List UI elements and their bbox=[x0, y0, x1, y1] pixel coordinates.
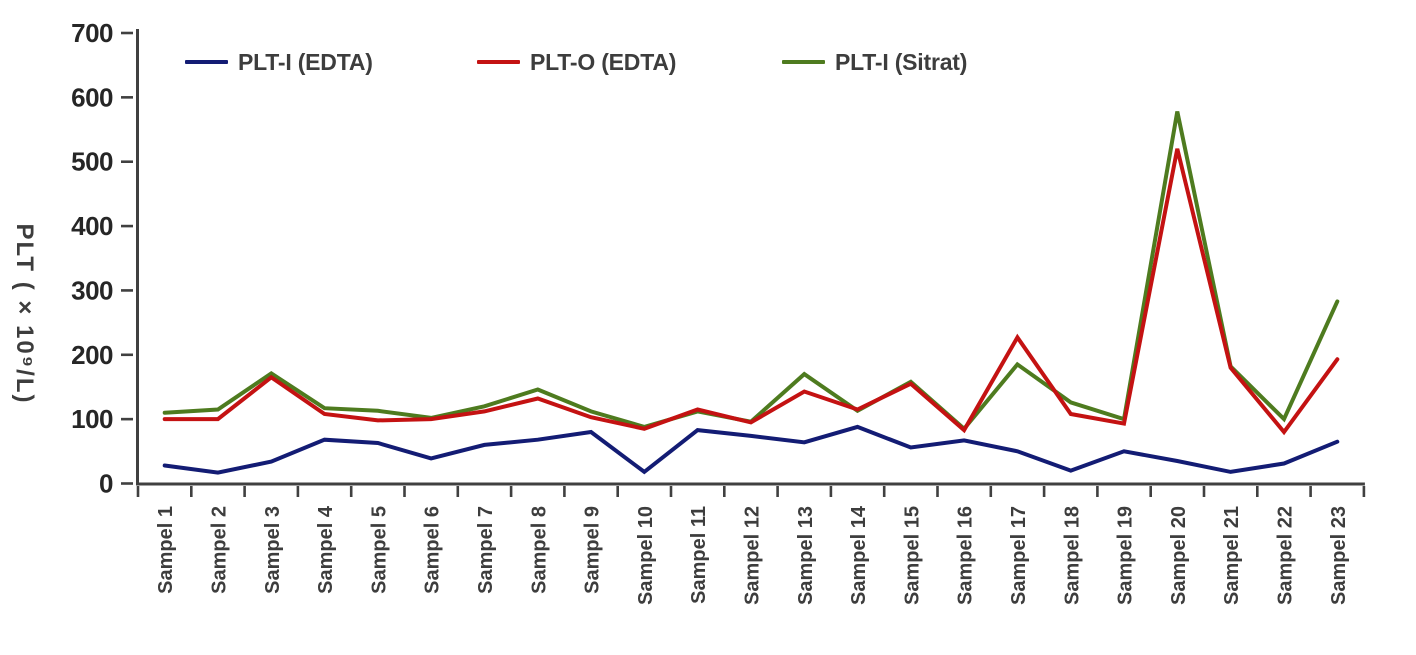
x-tick-label: Sampel 12 bbox=[741, 506, 763, 605]
y-axis-title: PLT ( × 10⁹/L) bbox=[11, 223, 38, 405]
legend-label-plt-i-sitrat: PLT-I (Sitrat) bbox=[835, 48, 968, 75]
series-line-plt-i-edta bbox=[162, 424, 1340, 475]
y-tick-label: 400 bbox=[71, 211, 113, 241]
x-tick-label: Sampel 1 bbox=[155, 506, 177, 594]
series-line-plt-o-edta bbox=[162, 148, 1340, 436]
x-tick-label: Sampel 11 bbox=[688, 506, 710, 604]
x-tick-label: Sampel 10 bbox=[635, 506, 657, 605]
y-tick-label: 0 bbox=[99, 469, 113, 499]
x-tick-label: Sampel 7 bbox=[475, 506, 497, 594]
legend-swatch-plt-o-edta bbox=[477, 60, 520, 64]
x-tick-label: Sampel 13 bbox=[795, 506, 817, 605]
series-line-plt-i-sitrat bbox=[162, 111, 1340, 432]
x-tick-label: Sampel 22 bbox=[1274, 506, 1296, 605]
legend-item-plt-i-edta: PLT-I (EDTA) bbox=[185, 47, 373, 77]
y-tick-label: 600 bbox=[71, 82, 113, 112]
x-tick-label: Sampel 16 bbox=[955, 506, 977, 605]
legend-label-plt-i-edta: PLT-I (EDTA) bbox=[238, 48, 373, 75]
x-tick-label: Sampel 5 bbox=[368, 506, 390, 594]
x-tick-label: Sampel 4 bbox=[315, 505, 337, 594]
legend-swatch-plt-i-sitrat bbox=[782, 60, 825, 64]
x-tick-label: Sampel 15 bbox=[901, 506, 923, 605]
x-tick-label: Sampel 17 bbox=[1008, 506, 1030, 605]
x-tick-label: Sampel 8 bbox=[528, 506, 550, 594]
x-tick-label: Sampel 21 bbox=[1221, 506, 1243, 605]
y-tick-label: 200 bbox=[71, 340, 113, 370]
x-tick-label: Sampel 18 bbox=[1061, 506, 1083, 605]
x-tick-label: Sampel 2 bbox=[208, 506, 230, 594]
x-tick-label: Sampel 19 bbox=[1115, 506, 1137, 605]
legend-item-plt-i-sitrat: PLT-I (Sitrat) bbox=[782, 47, 967, 77]
x-tick-label: Sampel 9 bbox=[582, 506, 604, 594]
legend-label-plt-o-edta: PLT-O (EDTA) bbox=[530, 48, 677, 75]
legend-swatch-plt-i-edta bbox=[185, 60, 228, 64]
y-tick-label: 500 bbox=[71, 147, 113, 177]
y-tick-label: 100 bbox=[71, 404, 113, 434]
x-tick-label: Sampel 14 bbox=[848, 505, 870, 605]
y-tick-label: 700 bbox=[71, 18, 113, 48]
legend-item-plt-o-edta: PLT-O (EDTA) bbox=[477, 47, 676, 77]
x-tick-label: Sampel 6 bbox=[422, 506, 444, 594]
x-tick-label: Sampel 3 bbox=[262, 506, 284, 594]
x-tick-label: Sampel 20 bbox=[1168, 506, 1190, 605]
x-tick-label: Sampel 23 bbox=[1328, 506, 1350, 605]
y-tick-label: 300 bbox=[71, 275, 113, 305]
